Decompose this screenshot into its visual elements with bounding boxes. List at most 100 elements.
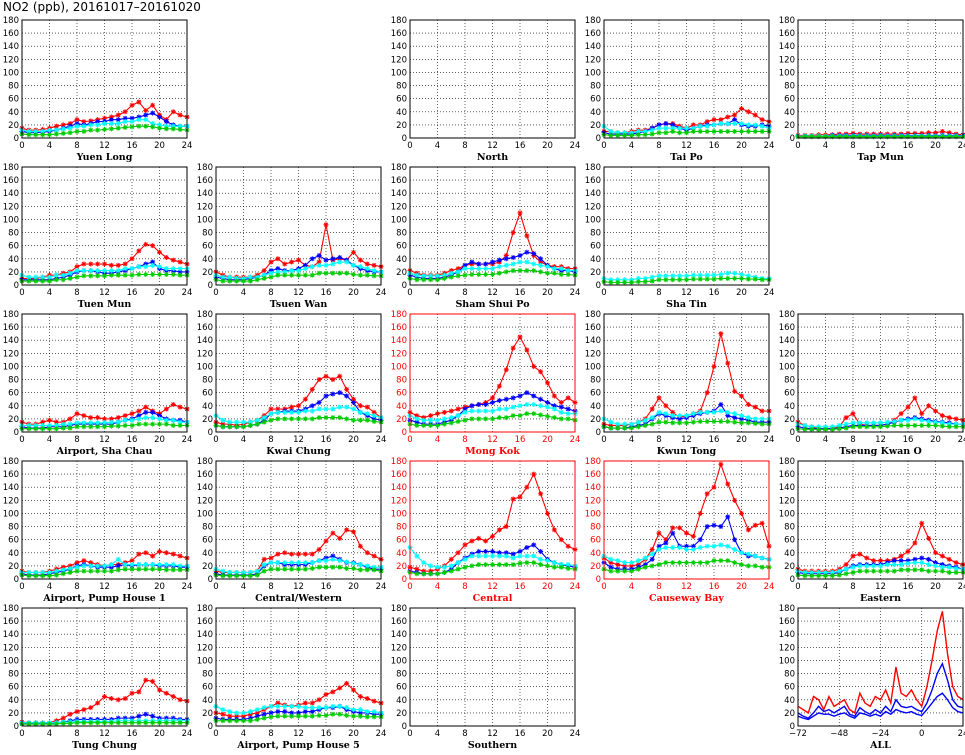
data-point [74, 274, 80, 280]
data-point [122, 562, 128, 568]
plot-frame [215, 460, 382, 580]
data-point [414, 419, 420, 425]
data-point [745, 551, 751, 557]
data-point [47, 721, 52, 727]
data-point [649, 556, 655, 562]
x-tick-label: 24 [182, 435, 193, 445]
data-point [677, 420, 683, 426]
data-point [462, 406, 468, 412]
data-point [220, 568, 226, 574]
y-tick-label: 120 [391, 496, 407, 506]
x-tick-label: 16 [127, 288, 138, 298]
data-point [40, 132, 46, 138]
y-tick-label: 100 [3, 362, 19, 372]
x-tick-label: 16 [127, 141, 138, 151]
data-point [823, 426, 828, 432]
data-point [170, 551, 176, 557]
data-point [871, 568, 877, 574]
data-point [953, 566, 959, 572]
x-tick-label: 8 [462, 729, 467, 739]
data-point [26, 573, 32, 579]
data-point [496, 527, 502, 533]
data-point [115, 262, 121, 268]
data-point [496, 270, 502, 276]
data-point [718, 275, 724, 281]
data-point [483, 261, 489, 267]
data-point [878, 420, 883, 426]
y-tick-label: 80 [590, 523, 601, 533]
data-point [905, 560, 911, 566]
data-point [163, 254, 169, 260]
data-point [635, 279, 641, 285]
data-point [919, 555, 925, 561]
data-point [102, 121, 107, 127]
y-tick-label: 160 [779, 470, 795, 480]
data-point [88, 268, 94, 274]
y-tick-label: 20 [784, 709, 795, 719]
y-tick-label: 160 [391, 617, 407, 627]
data-point [524, 268, 530, 274]
data-point [435, 277, 440, 283]
data-point [102, 261, 107, 267]
data-point [309, 416, 315, 422]
data-point [462, 266, 468, 272]
data-point [905, 404, 911, 410]
data-point [344, 416, 350, 422]
data-point [752, 553, 758, 559]
data-point [718, 558, 724, 564]
data-point [261, 715, 267, 721]
data-point [289, 404, 295, 410]
data-point [254, 710, 260, 716]
data-point [857, 551, 863, 557]
data-point [227, 424, 233, 430]
data-point [428, 422, 434, 428]
data-point [898, 558, 904, 564]
data-point [136, 99, 142, 105]
data-point [725, 514, 731, 520]
data-point [220, 274, 226, 280]
data-point [739, 128, 744, 134]
data-point [95, 122, 101, 128]
data-point [40, 419, 46, 425]
data-point [357, 713, 363, 719]
data-point [933, 422, 938, 428]
data-point [684, 125, 689, 131]
data-point [490, 266, 495, 272]
data-point [531, 553, 537, 559]
data-point [163, 562, 169, 568]
data-point [718, 272, 724, 278]
data-point [296, 713, 301, 719]
data-point [316, 547, 322, 552]
data-point [129, 720, 135, 726]
data-point [88, 273, 94, 279]
y-tick-label: 140 [3, 630, 19, 640]
data-point [905, 422, 911, 428]
data-point [122, 261, 128, 267]
data-point [150, 110, 156, 116]
data-point [732, 415, 738, 421]
data-point [565, 272, 571, 278]
data-point [74, 709, 80, 715]
y-tick-label: 60 [8, 389, 19, 399]
panel-label: Eastern [860, 593, 901, 604]
data-point [677, 413, 683, 419]
data-point [435, 411, 440, 417]
data-point [649, 127, 655, 133]
data-point [629, 560, 634, 566]
data-point [170, 401, 176, 407]
data-point [558, 416, 564, 422]
data-point [490, 548, 495, 554]
data-point [157, 566, 162, 572]
data-point [234, 713, 240, 719]
y-tick-label: 180 [197, 310, 213, 320]
data-point [455, 273, 461, 279]
data-point [108, 423, 114, 429]
x-tick-label: 24 [570, 582, 581, 592]
data-point [608, 132, 614, 138]
data-point [163, 123, 169, 129]
data-point [53, 277, 59, 283]
data-point [74, 424, 80, 430]
